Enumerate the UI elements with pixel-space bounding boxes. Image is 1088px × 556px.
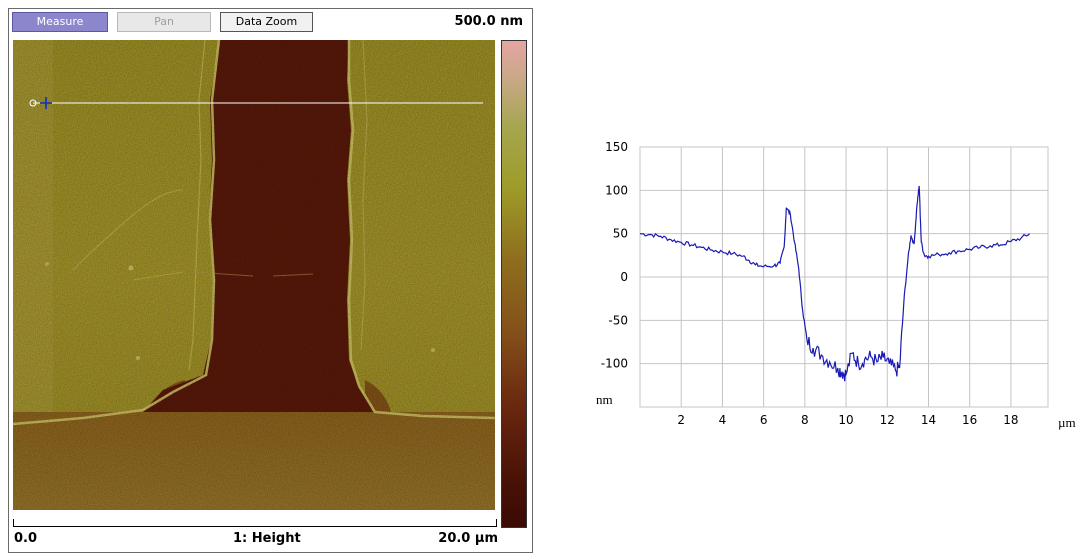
channel-label: 1: Height	[233, 531, 301, 546]
x-tick-label: 12	[880, 413, 895, 427]
x-scale-min-label: 0.0	[14, 531, 38, 546]
image-noise-overlay	[13, 40, 495, 510]
x-tick-label: 14	[921, 413, 936, 427]
y-tick-label: 50	[613, 227, 628, 241]
x-tick-label: 2	[677, 413, 685, 427]
chart-tick-labels: 2 4 6 8 10 12 14 16 18 150 100 50 0 -50 -100	[601, 140, 1019, 427]
crosshair-cursor-icon[interactable]	[40, 97, 52, 109]
afm-image-panel: Measure Pan Data Zoom 500.0 nm	[8, 8, 533, 553]
height-color-scale-bar	[501, 40, 527, 528]
x-scale-axis	[13, 519, 497, 527]
y-tick-label: -50	[608, 313, 628, 327]
chart-grid	[639, 146, 1049, 408]
x-tick-label: 4	[719, 413, 727, 427]
afm-height-image[interactable]	[13, 40, 495, 510]
x-tick-label: 8	[801, 413, 809, 427]
x-axis-unit-label: µm	[1058, 415, 1076, 430]
y-tick-label: 150	[605, 140, 628, 154]
x-tick-label: 16	[962, 413, 977, 427]
pan-button[interactable]: Pan	[117, 12, 211, 32]
height-profile-line	[639, 185, 1030, 382]
y-tick-label: -100	[601, 357, 628, 371]
measure-button[interactable]: Measure	[12, 12, 108, 32]
section-profile-chart: 2 4 6 8 10 12 14 16 18 150 100 50 0 -50 -100 nm µm	[596, 140, 1076, 430]
y-tick-label: 100	[605, 183, 628, 197]
x-scale-length-label: 20.0 µm	[438, 531, 498, 546]
x-tick-label: 6	[760, 413, 768, 427]
x-tick-label: 18	[1003, 413, 1018, 427]
x-tick-label: 10	[838, 413, 853, 427]
z-scale-max-label: 500.0 nm	[454, 14, 523, 29]
data-zoom-button[interactable]: Data Zoom	[220, 12, 313, 32]
scan-line-start-handle[interactable]	[29, 99, 37, 107]
y-tick-label: 0	[620, 270, 628, 284]
y-axis-unit-label: nm	[596, 392, 613, 407]
